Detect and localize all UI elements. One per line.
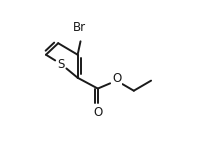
Text: S: S bbox=[57, 58, 65, 71]
Text: O: O bbox=[93, 106, 102, 119]
Text: O: O bbox=[112, 72, 121, 85]
Text: Br: Br bbox=[72, 21, 86, 34]
